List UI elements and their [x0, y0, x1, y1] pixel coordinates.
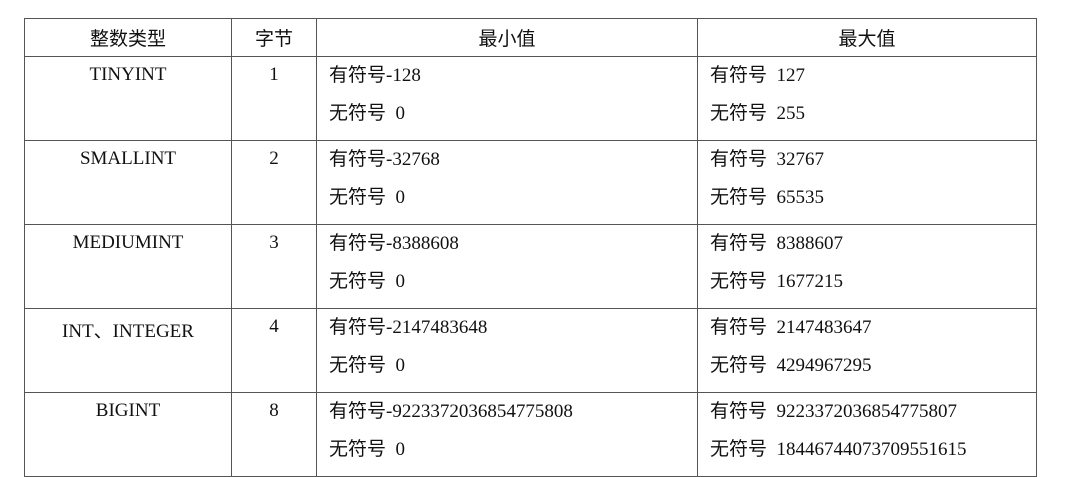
- max-signed: 有符号 9223372036854775807: [710, 401, 958, 422]
- table-row: MEDIUMINT 3 有符号-8388608 无符号 0 有符号 8388607 无符号…: [24, 224, 1037, 309]
- byte-count: 4: [269, 316, 279, 337]
- max-unsigned: 无符号 4294967295: [710, 355, 872, 376]
- table-row: BIGINT 8 有符号-9223372036854775808 无符号 0 有符号 9…: [24, 392, 1037, 477]
- table-row: SMALLINT 2 有符号-32768 无符号 0 有符号 32767 无符号 6553…: [24, 140, 1037, 225]
- header-type: 整数类型: [24, 18, 232, 57]
- min-signed: 有符号-2147483648: [329, 317, 488, 338]
- type-name: TINYINT: [89, 64, 167, 85]
- byte-count: 2: [269, 148, 279, 169]
- type-cell: BIGINT: [24, 392, 232, 477]
- min-unsigned: 无符号 0: [329, 187, 406, 208]
- min-cell: 有符号-128 无符号 0: [316, 56, 698, 141]
- bytes-cell: 2: [231, 140, 317, 225]
- max-cell: 有符号 2147483647 无符号 4294967295: [697, 308, 1037, 393]
- min-cell: 有符号-9223372036854775808 无符号 0: [316, 392, 698, 477]
- max-unsigned: 无符号 18446744073709551615: [710, 439, 967, 460]
- integer-types-table: 整数类型 字节 最小值 最大值 TINYINT 1 有符号-128 无符号 0 有符号 …: [24, 18, 1037, 477]
- max-cell: 有符号 9223372036854775807 无符号 1844674407370…: [697, 392, 1037, 477]
- min-unsigned: 无符号 0: [329, 439, 406, 460]
- bytes-cell: 3: [231, 224, 317, 309]
- max-cell: 有符号 32767 无符号 65535: [697, 140, 1037, 225]
- byte-count: 1: [269, 64, 279, 85]
- max-unsigned: 无符号 255: [710, 103, 806, 124]
- max-unsigned: 无符号 65535: [710, 187, 825, 208]
- header-row: 整数类型 字节 最小值 最大值: [24, 18, 1037, 57]
- min-signed: 有符号-32768: [329, 149, 440, 170]
- type-cell: INT、INTEGER: [24, 308, 232, 393]
- min-signed: 有符号-128: [329, 65, 421, 86]
- max-signed: 有符号 2147483647: [710, 317, 872, 338]
- type-name: INT、INTEGER: [62, 321, 194, 342]
- min-cell: 有符号-8388608 无符号 0: [316, 224, 698, 309]
- bytes-cell: 8: [231, 392, 317, 477]
- min-unsigned: 无符号 0: [329, 355, 406, 376]
- bytes-cell: 4: [231, 308, 317, 393]
- max-signed: 有符号 127: [710, 65, 806, 86]
- max-signed: 有符号 8388607: [710, 233, 844, 254]
- table-row: TINYINT 1 有符号-128 无符号 0 有符号 127 无符号 255: [24, 56, 1037, 141]
- table-row: INT、INTEGER 4 有符号-2147483648 无符号 0 有符号 21474…: [24, 308, 1037, 393]
- min-cell: 有符号-32768 无符号 0: [316, 140, 698, 225]
- type-cell: TINYINT: [24, 56, 232, 141]
- byte-count: 8: [269, 400, 279, 421]
- type-cell: SMALLINT: [24, 140, 232, 225]
- type-name: MEDIUMINT: [72, 232, 184, 253]
- type-name: BIGINT: [95, 400, 161, 421]
- header-min: 最小值: [316, 18, 698, 57]
- min-cell: 有符号-2147483648 无符号 0: [316, 308, 698, 393]
- max-cell: 有符号 127 无符号 255: [697, 56, 1037, 141]
- bytes-cell: 1: [231, 56, 317, 141]
- header-bytes: 字节: [231, 18, 317, 57]
- type-cell: MEDIUMINT: [24, 224, 232, 309]
- max-signed: 有符号 32767: [710, 149, 825, 170]
- min-signed: 有符号-8388608: [329, 233, 459, 254]
- header-max: 最大值: [697, 18, 1037, 57]
- byte-count: 3: [269, 232, 279, 253]
- max-unsigned: 无符号 1677215: [710, 271, 844, 292]
- max-cell: 有符号 8388607 无符号 1677215: [697, 224, 1037, 309]
- min-unsigned: 无符号 0: [329, 103, 406, 124]
- type-name: SMALLINT: [79, 148, 177, 169]
- min-signed: 有符号-9223372036854775808: [329, 401, 573, 422]
- min-unsigned: 无符号 0: [329, 271, 406, 292]
